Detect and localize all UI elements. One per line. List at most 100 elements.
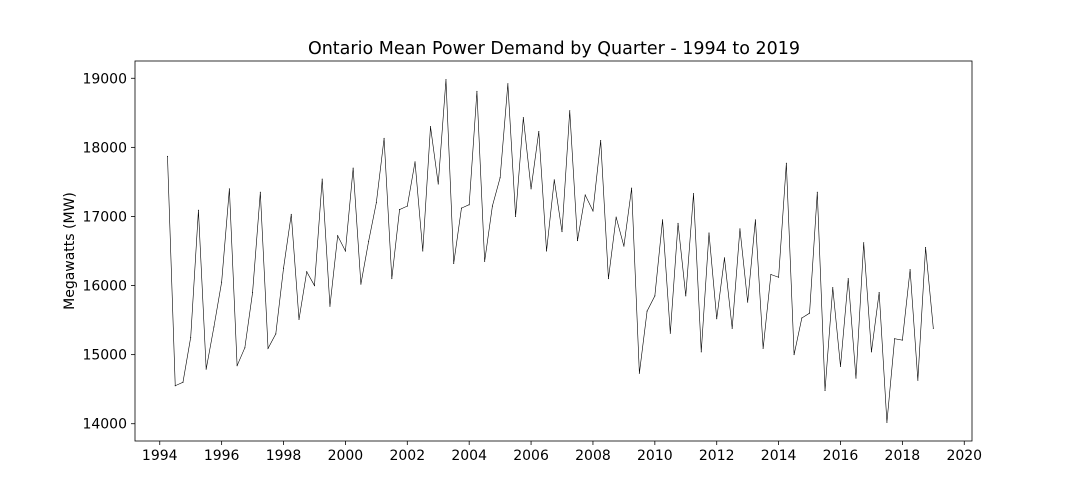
y-tick-label: 17000 [82,209,127,225]
data-point [847,278,849,280]
series-line [167,79,934,423]
x-tick-label: 2006 [513,448,549,464]
data-point [801,317,803,319]
data-point [615,216,617,218]
data-point [677,222,679,224]
data-point [484,260,486,262]
data-point [646,310,648,312]
data-point [228,188,230,190]
x-axis: 1994 1996 1998 2000 2002 2004 2006 2008 2010 2012… [142,441,982,464]
data-point [522,117,524,119]
x-tick-label: 2002 [389,448,425,464]
data-point [917,379,919,381]
data-point [855,377,857,379]
data-point [754,219,756,221]
data-point [190,336,192,338]
x-tick-label: 2008 [575,448,611,464]
x-tick-label: 2012 [699,448,735,464]
data-point [785,162,787,164]
x-tick-label: 2016 [823,448,859,464]
data-point [731,327,733,329]
data-point [886,421,888,423]
data-point [399,209,401,211]
data-point [491,205,493,207]
x-tick-label: 2010 [637,448,673,464]
data-point [321,178,323,180]
data-point [290,213,292,215]
data-point [391,278,393,280]
data-point [901,339,903,341]
data-point [662,219,664,221]
data-point [561,231,563,233]
data-point [213,326,215,328]
y-tick-label: 15000 [82,348,127,364]
data-point [747,301,749,303]
data-point [430,126,431,128]
data-point [762,347,764,349]
y-tick-label: 16000 [82,279,127,295]
data-point [584,194,586,196]
data-point [894,338,896,340]
data-point [638,372,640,374]
y-tick-label: 19000 [82,71,127,87]
data-point [499,177,501,179]
x-tick-label: 2020 [946,448,982,464]
data-point [631,187,633,189]
data-point [460,207,462,209]
data-point [600,139,602,141]
data-point [205,368,207,370]
data-point [298,318,300,320]
data-point [507,83,509,85]
data-point [414,161,416,163]
data-point [553,179,555,181]
data-point [809,312,811,314]
data-point [375,202,377,204]
data-point [932,327,934,329]
data-point [832,287,834,289]
data-point [313,285,315,287]
data-point [244,347,246,349]
data-point [592,210,594,212]
data-point [654,295,656,297]
data-point [344,250,346,252]
data-point [337,235,339,237]
data-point [221,281,223,283]
data-point [422,250,424,252]
x-tick-label: 2004 [451,448,487,464]
data-point [770,273,772,275]
data-point [607,278,609,280]
data-point [909,269,911,271]
data-point [445,79,447,81]
data-point [708,232,710,234]
data-point [569,110,571,112]
data-point [197,209,199,211]
y-tick-label: 18000 [82,140,127,156]
x-tick-label: 2000 [328,448,364,464]
x-tick-label: 1998 [266,448,302,464]
data-point [824,390,826,392]
data-point [352,167,354,169]
data-point [816,191,818,193]
data-point [236,365,238,367]
x-tick-label: 1996 [204,448,240,464]
data-point [453,262,455,264]
data-point [793,354,795,356]
x-tick-label: 1994 [142,448,178,464]
data-point [723,257,725,259]
data-point [878,291,880,293]
data-point [546,250,548,252]
data-point [623,245,625,247]
data-point [576,240,578,242]
data-point [669,332,671,334]
data-point [283,267,285,269]
data-point [368,240,370,242]
data-point [476,90,478,92]
data-point [685,295,687,297]
data-point [538,130,540,132]
data-point [468,204,470,206]
y-tick-label: 14000 [82,417,127,433]
data-point [700,351,702,353]
data-point [275,333,277,335]
y-axis: 14000 15000 16000 17000 18000 19000 [82,71,135,433]
